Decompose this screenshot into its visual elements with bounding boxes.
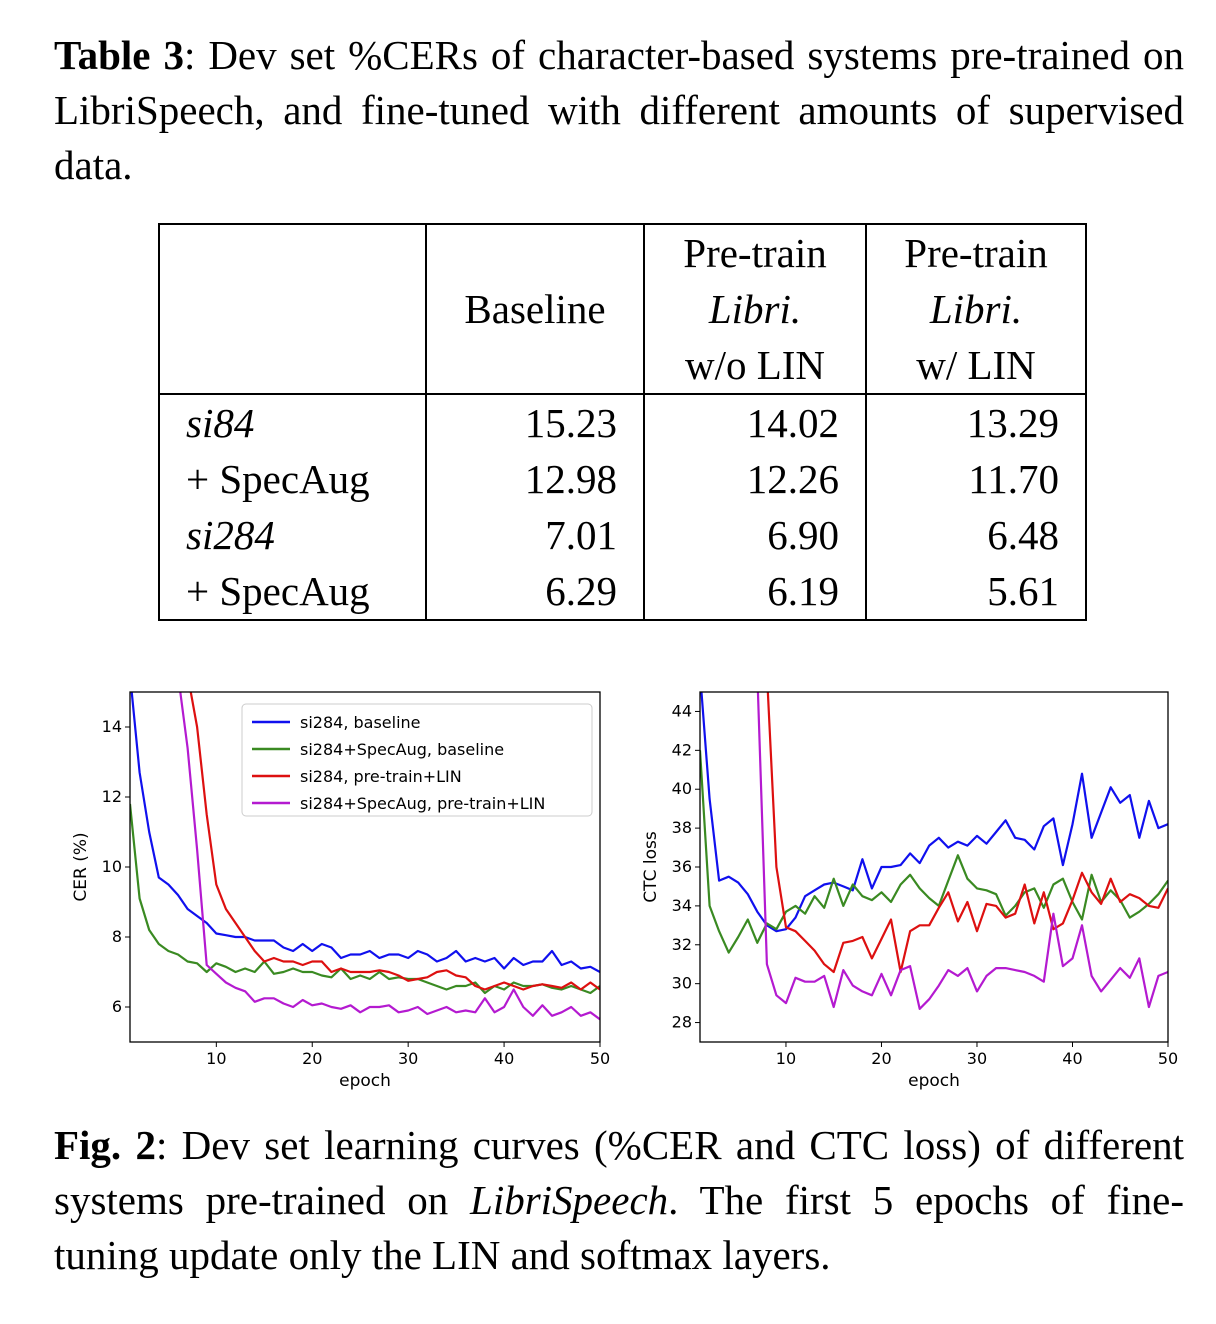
- table-cell: 15.23: [425, 394, 645, 451]
- y-tick-label: 42: [672, 740, 692, 759]
- x-tick-label: 50: [590, 1049, 610, 1068]
- table-cell: 12.26: [643, 451, 867, 507]
- table-cell: 6.29: [425, 563, 645, 620]
- table-row: si84 15.23 14.02 13.29: [158, 394, 1087, 451]
- table-cell: 7.01: [425, 507, 645, 563]
- table-caption: Table 3: Dev set %CERs of character-base…: [54, 28, 1184, 193]
- x-tick-label: 40: [1062, 1049, 1082, 1068]
- table-row: + SpecAug 12.98 12.26 11.70: [158, 451, 1087, 507]
- row-label: si284: [158, 507, 427, 563]
- y-tick-label: 44: [672, 701, 692, 720]
- y-tick-label: 34: [672, 896, 692, 915]
- header-cell-empty: [158, 224, 427, 395]
- header-cell-pretrain-wo-lin: Pre-train Libri. w/o LIN: [643, 224, 867, 395]
- table-cell: 6.90: [643, 507, 867, 563]
- x-tick-label: 10: [776, 1049, 796, 1068]
- table-cell-best: 6.48: [865, 507, 1087, 563]
- legend-label: si284+SpecAug, baseline: [300, 740, 504, 759]
- cer-chart: 10 20 30 40 50 6 8 10 12 14 epoch CER (%) si284, bas…: [60, 680, 620, 1104]
- ctc-loss-chart-svg: 10 20 30 40 50 28 30 32 34 36 38 40 42 44 epoch CTC los…: [641, 691, 1178, 1091]
- x-axis-label: epoch: [908, 1071, 960, 1091]
- table-cell: 6.19: [643, 563, 867, 620]
- x-tick-label: 40: [494, 1049, 514, 1068]
- x-tick-label: 20: [871, 1049, 891, 1068]
- y-tick-label: 38: [672, 818, 692, 837]
- legend-label: si284+SpecAug, pre-train+LIN: [300, 794, 545, 813]
- series-line-1: [130, 803, 600, 995]
- series-line-3: [756, 692, 1168, 1010]
- y-tick-label: 14: [102, 717, 122, 736]
- ctc-loss-chart: 10 20 30 40 50 28 30 32 34 36 38 40 42 44 epoch CTC los…: [630, 680, 1190, 1104]
- y-tick-label: 32: [672, 935, 692, 954]
- legend-label: si284, baseline: [300, 713, 421, 732]
- y-tick-label: 12: [102, 787, 122, 806]
- results-table: Baseline Pre-train Libri. w/o LIN Pre-trai…: [158, 223, 1087, 621]
- table-label: Table 3: [54, 32, 184, 78]
- y-tick-label: 6: [112, 997, 122, 1016]
- x-tick-label: 30: [967, 1049, 987, 1068]
- y-tick-label: 8: [112, 927, 122, 946]
- row-label: + SpecAug: [158, 563, 427, 620]
- cer-chart-svg: 10 20 30 40 50 6 8 10 12 14 epoch CER (%) si284, bas…: [71, 691, 610, 1091]
- series-line-3: [179, 692, 600, 1021]
- x-tick-label: 30: [398, 1049, 418, 1068]
- table-cell: 12.98: [425, 451, 645, 507]
- table-row: si284 7.01 6.90 6.48: [158, 507, 1087, 563]
- x-tick-label: 50: [1158, 1049, 1178, 1068]
- y-tick-label: 36: [672, 857, 692, 876]
- table-cell-best: 5.61: [865, 563, 1087, 620]
- table-header-row: Baseline Pre-train Libri. w/o LIN Pre-trai…: [158, 224, 1087, 395]
- y-tick-label: 10: [102, 857, 122, 876]
- series-line-2: [189, 692, 600, 991]
- series-line-0: [130, 692, 600, 973]
- figure-caption: Fig. 2: Dev set learning curves (%CER an…: [54, 1122, 1184, 1278]
- y-tick-label: 30: [672, 974, 692, 993]
- table-caption-text: : Dev set %CERs of character-based syste…: [54, 32, 1184, 188]
- series-line-1: [700, 750, 1168, 954]
- figure-label: Fig. 2: [54, 1122, 156, 1168]
- y-tick-label: 28: [672, 1013, 692, 1032]
- header-cell-baseline: Baseline: [425, 224, 645, 395]
- series-line-0: [700, 692, 1168, 933]
- chart-legend: [241, 703, 593, 817]
- legend-label: si284, pre-train+LIN: [300, 767, 462, 786]
- y-axis-label: CTC loss: [641, 831, 661, 903]
- row-label: si84: [158, 394, 427, 451]
- row-label: + SpecAug: [158, 451, 427, 507]
- table-row: + SpecAug 6.29 6.19 5.61: [158, 563, 1087, 620]
- y-axis-label: CER (%): [71, 832, 91, 901]
- table-cell-best: 11.70: [865, 451, 1087, 507]
- table-cell: 14.02: [643, 394, 867, 451]
- y-tick-label: 40: [672, 779, 692, 798]
- x-tick-label: 20: [302, 1049, 322, 1068]
- x-tick-label: 10: [206, 1049, 226, 1068]
- header-cell-pretrain-w-lin: Pre-train Libri. w/ LIN: [865, 224, 1087, 395]
- x-axis-label: epoch: [339, 1071, 391, 1091]
- series-line-2: [766, 692, 1168, 974]
- table-cell-best: 13.29: [865, 394, 1087, 451]
